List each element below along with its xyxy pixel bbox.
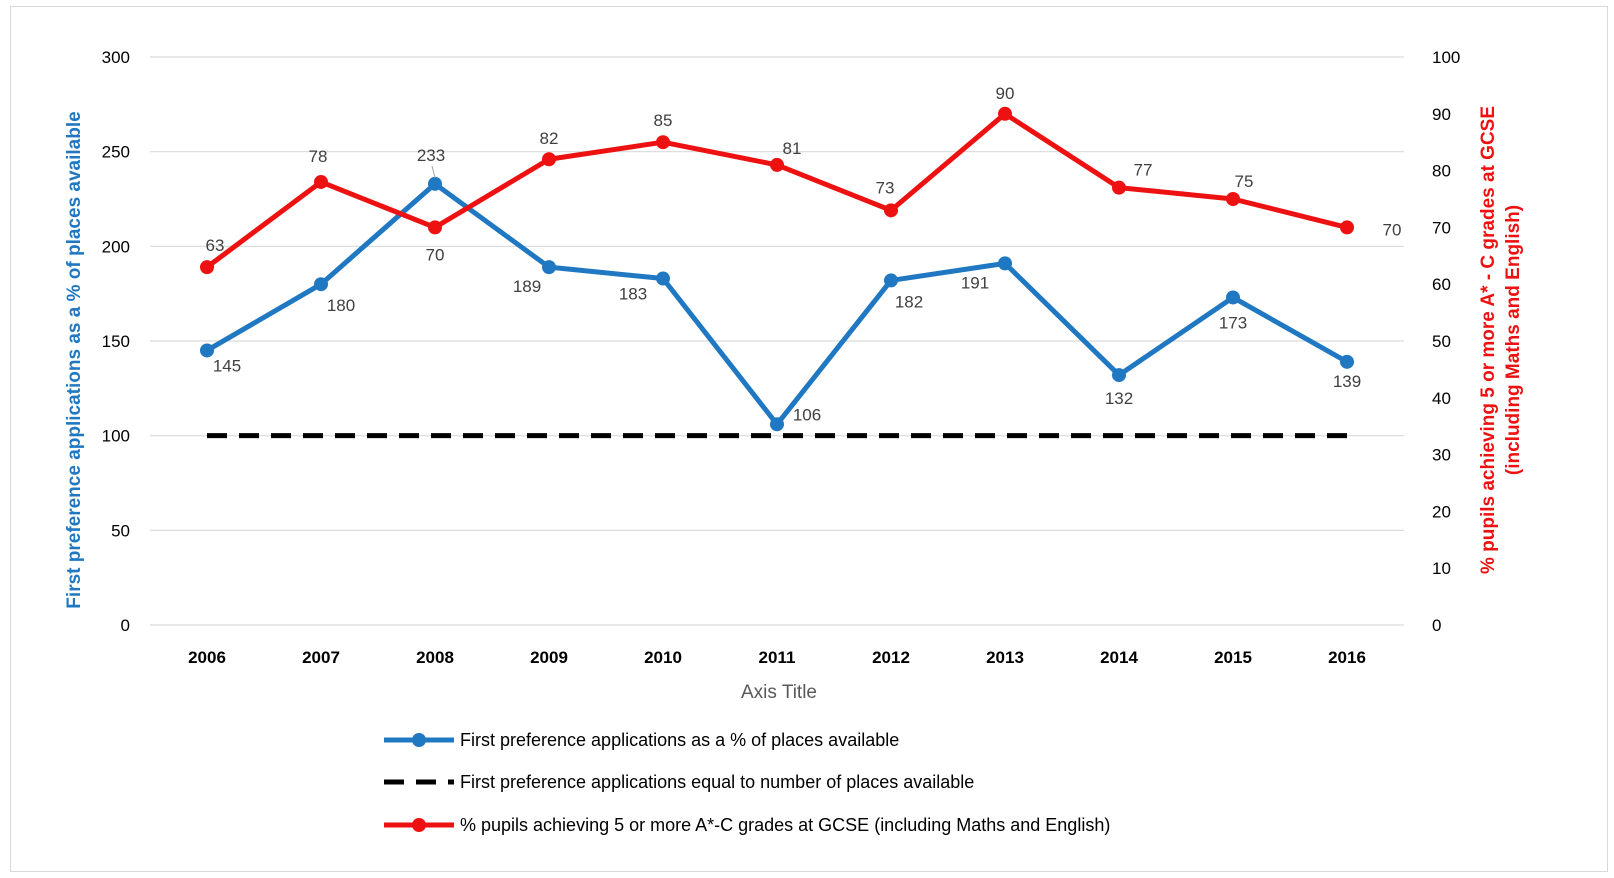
data-label-red-2014: 77 xyxy=(1134,161,1153,180)
right-y-tick-label: 40 xyxy=(1432,389,1451,408)
legend-swatch-blue-marker xyxy=(412,733,426,747)
left-y-tick-label: 200 xyxy=(102,237,130,256)
x-axis-title: Axis Title xyxy=(741,682,817,703)
point-blue-2016 xyxy=(1340,354,1354,369)
legend-swatch-red-marker xyxy=(412,818,426,832)
point-blue-2010 xyxy=(656,271,670,286)
point-blue-2006 xyxy=(200,343,214,358)
data-label-blue-2014: 132 xyxy=(1105,389,1133,408)
point-blue-2009 xyxy=(542,260,556,275)
right-y-tick-label: 10 xyxy=(1432,559,1451,578)
data-label-blue-2006: 145 xyxy=(213,356,241,375)
point-blue-2007 xyxy=(314,277,328,292)
series-layer xyxy=(200,106,1354,439)
left-y-axis-title: First preference applications as a % of … xyxy=(64,111,85,608)
left-y-tick-label: 0 xyxy=(121,616,130,635)
right-y-tick-label: 50 xyxy=(1432,332,1451,351)
point-blue-2012 xyxy=(884,273,898,288)
right-y-tick-label: 30 xyxy=(1432,446,1451,465)
left-y-tick-label: 150 xyxy=(102,332,130,351)
data-label-red-2015: 75 xyxy=(1235,172,1254,191)
point-blue-2011 xyxy=(770,417,784,432)
data-label-red-2007: 78 xyxy=(309,147,328,166)
data-label-red-2011: 81 xyxy=(783,139,802,158)
x-tick-label: 2016 xyxy=(1328,648,1366,667)
x-tick-label: 2014 xyxy=(1100,648,1138,667)
data-label-blue-2010: 183 xyxy=(619,285,647,304)
data-label-red-2012: 73 xyxy=(876,178,895,197)
chart-frame xyxy=(10,6,1608,872)
right-y-tick-label: 70 xyxy=(1432,218,1451,237)
point-red-2013 xyxy=(998,106,1012,121)
left-y-axis-ticks: 0 50 100 150 200 250 300 xyxy=(102,48,130,635)
data-label-blue-2011: 106 xyxy=(793,405,821,424)
x-tick-label: 2009 xyxy=(530,648,568,667)
data-label-blue-2008: 233 xyxy=(417,146,445,165)
legend-label-blue: First preference applications as a % of … xyxy=(460,730,899,750)
x-tick-label: 2008 xyxy=(416,648,454,667)
point-red-2016 xyxy=(1340,220,1354,235)
x-tick-label: 2012 xyxy=(872,648,910,667)
data-label-red-2010: 85 xyxy=(654,111,673,130)
point-red-2009 xyxy=(542,152,556,167)
left-y-tick-label: 250 xyxy=(102,143,130,162)
point-red-2011 xyxy=(770,157,784,172)
point-red-2006 xyxy=(200,260,214,275)
left-y-tick-label: 300 xyxy=(102,48,130,67)
gridlines xyxy=(150,56,1404,626)
legend-label-dashed: First preference applications equal to n… xyxy=(460,772,974,792)
data-label-blue-2016: 139 xyxy=(1333,372,1361,391)
series-line-red xyxy=(205,111,1348,270)
data-label-blue-2015: 173 xyxy=(1219,313,1247,332)
x-tick-label: 2015 xyxy=(1214,648,1252,667)
right-y-axis-ticks: 0 10 20 30 40 50 60 70 80 90 100 xyxy=(1432,48,1460,635)
data-label-red-2008: 70 xyxy=(426,245,445,264)
right-y-tick-label: 80 xyxy=(1432,162,1451,181)
x-tick-label: 2010 xyxy=(644,648,682,667)
x-tick-label: 2011 xyxy=(759,648,796,667)
point-red-2012 xyxy=(884,203,898,218)
point-red-2007 xyxy=(314,174,328,189)
point-red-2010 xyxy=(656,135,670,150)
series-line-blue xyxy=(205,181,1349,427)
right-y-tick-label: 0 xyxy=(1432,616,1441,635)
data-label-blue-2009: 189 xyxy=(513,277,541,296)
point-red-2008 xyxy=(428,220,442,235)
data-label-blue-2013: 191 xyxy=(961,273,989,292)
left-y-tick-label: 100 xyxy=(102,427,130,446)
right-y-tick-label: 90 xyxy=(1432,105,1451,124)
right-y-tick-label: 60 xyxy=(1432,275,1451,294)
point-blue-2013 xyxy=(998,256,1012,271)
right-y-axis-title-line2: (including Maths and English) xyxy=(1503,205,1524,475)
left-y-tick-label: 50 xyxy=(111,521,130,540)
data-label-red-2013: 90 xyxy=(996,84,1015,103)
legend-item-red: % pupils achieving 5 or more A*-C grades… xyxy=(384,815,1110,835)
data-label-blue-2007: 180 xyxy=(327,296,355,315)
x-tick-label: 2006 xyxy=(188,648,226,667)
point-blue-2015 xyxy=(1226,290,1240,305)
legend-label-red: % pupils achieving 5 or more A*-C grades… xyxy=(460,815,1110,835)
point-blue-2014 xyxy=(1112,368,1126,383)
x-tick-label: 2013 xyxy=(986,648,1024,667)
point-blue-2008 xyxy=(428,176,442,191)
point-red-2014 xyxy=(1112,180,1126,195)
data-label-red-2006: 63 xyxy=(206,236,225,255)
point-red-2015 xyxy=(1226,192,1240,206)
x-tick-label: 2007 xyxy=(302,648,340,667)
x-axis-ticks: 2006 2007 2008 2009 2010 2011 2012 2013 2014 2015… xyxy=(188,648,1366,667)
leader-line-2008 xyxy=(431,165,436,178)
data-label-red-2009: 82 xyxy=(540,129,559,148)
legend: First preference applications as a % of … xyxy=(384,730,1110,835)
right-y-tick-label: 20 xyxy=(1432,502,1451,521)
right-y-axis-title-line1: % pupils achieving 5 or more A* - C grad… xyxy=(1478,106,1499,574)
right-y-tick-label: 100 xyxy=(1432,48,1460,67)
legend-item-blue: First preference applications as a % of … xyxy=(384,730,899,750)
data-labels: 145 180 233 189 183 106 182 191 132 173 139 63 78 70 8… xyxy=(206,84,1402,425)
legend-item-dashed: First preference applications equal to n… xyxy=(384,772,974,792)
data-label-red-2016: 70 xyxy=(1383,220,1402,239)
data-label-blue-2012: 182 xyxy=(895,292,923,311)
